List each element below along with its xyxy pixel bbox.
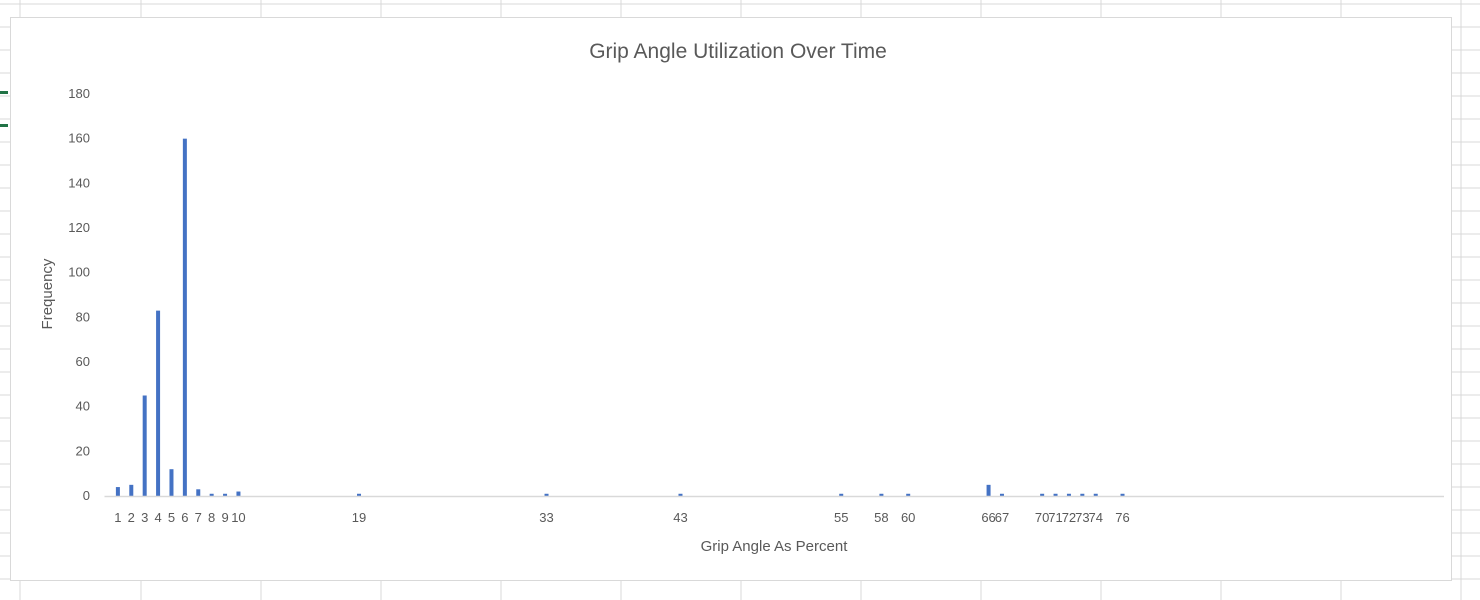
x-tick-label: 60	[901, 510, 915, 525]
x-tick-label: 72	[1062, 510, 1076, 525]
x-tick-label: 5	[168, 510, 175, 525]
x-axis-title: Grip Angle As Percent	[701, 538, 849, 555]
bar	[1093, 493, 1098, 496]
bar	[182, 138, 187, 496]
bar	[1053, 493, 1058, 496]
y-tick-label: 60	[76, 354, 90, 369]
bar	[1080, 493, 1085, 496]
x-tick-label: 7	[195, 510, 202, 525]
x-tick-label: 43	[673, 510, 687, 525]
y-tick-label: 40	[76, 399, 90, 414]
y-tick-label: 180	[68, 86, 90, 101]
x-tick-label: 3	[141, 510, 148, 525]
x-tick-label: 9	[221, 510, 228, 525]
bar	[544, 493, 549, 496]
x-tick-label: 74	[1088, 510, 1102, 525]
x-tick-label: 8	[208, 510, 215, 525]
bar	[142, 395, 147, 496]
x-tick-label: 33	[539, 510, 553, 525]
x-tick-label: 76	[1115, 510, 1129, 525]
bar	[223, 493, 228, 496]
chart-area[interactable]: Grip Angle Utilization Over Time 0 20 40 60…	[10, 17, 1452, 581]
y-tick-label: 140	[68, 175, 90, 190]
x-tick-label: 55	[834, 510, 848, 525]
bar	[156, 310, 161, 496]
x-tick-label: 2	[128, 510, 135, 525]
bar	[115, 487, 120, 496]
x-tick-label: 1	[114, 510, 121, 525]
x-tick-label: 6	[181, 510, 188, 525]
chart-title: Grip Angle Utilization Over Time	[589, 40, 887, 63]
x-tick-label: 71	[1048, 510, 1062, 525]
bar	[169, 469, 174, 496]
y-tick-label: 80	[76, 309, 90, 324]
chart-canvas: Grip Angle Utilization Over Time 0204060…	[39, 40, 1444, 555]
bar	[1066, 493, 1071, 496]
bar	[839, 493, 844, 496]
bar-series	[115, 138, 1125, 496]
bar	[906, 493, 911, 496]
selection-marker	[0, 91, 8, 94]
x-tick-label: 4	[154, 510, 161, 525]
y-tick-label: 160	[68, 131, 90, 146]
bar	[879, 493, 884, 496]
y-axis-title: Frequency	[39, 258, 56, 329]
bar	[209, 493, 214, 496]
x-tick-label: 58	[874, 510, 888, 525]
y-tick-label: 0	[83, 488, 90, 503]
y-tick-label: 20	[76, 443, 90, 458]
y-tick-label: 100	[68, 265, 90, 280]
bar	[357, 493, 362, 496]
bar	[999, 493, 1004, 496]
bar	[1120, 493, 1125, 496]
bar	[678, 493, 683, 496]
y-tick-label: 120	[68, 220, 90, 235]
bar	[236, 491, 241, 496]
y-axis-ticks: 0 20 40 60 80 100 120 140 160 180	[68, 86, 90, 503]
bar	[129, 484, 134, 496]
x-tick-label: 70	[1035, 510, 1049, 525]
x-tick-label: 19	[352, 510, 366, 525]
x-tick-label: 66	[981, 510, 995, 525]
selection-marker	[0, 124, 8, 127]
bar	[1040, 493, 1045, 496]
bar	[986, 484, 991, 496]
x-tick-label: 67	[995, 510, 1009, 525]
x-tick-label: 73	[1075, 510, 1089, 525]
x-tick-label: 10	[231, 510, 245, 525]
bar	[196, 489, 201, 496]
